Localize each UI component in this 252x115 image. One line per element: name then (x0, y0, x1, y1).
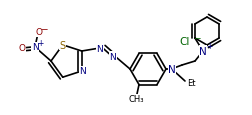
Text: N: N (32, 43, 38, 52)
Text: O: O (36, 28, 43, 37)
Text: N: N (199, 47, 207, 56)
Text: +: + (206, 42, 212, 51)
Text: Cl: Cl (180, 37, 190, 47)
Text: S: S (60, 40, 66, 50)
Text: N: N (79, 67, 86, 76)
Text: N: N (109, 52, 116, 61)
Text: CH₃: CH₃ (128, 94, 144, 103)
Text: O: O (18, 44, 25, 53)
Text: +: + (37, 39, 43, 48)
Text: N: N (96, 44, 103, 53)
Text: −: − (40, 24, 48, 33)
Text: N: N (168, 64, 176, 74)
Text: Et: Et (187, 79, 195, 88)
Text: −: − (193, 33, 201, 42)
